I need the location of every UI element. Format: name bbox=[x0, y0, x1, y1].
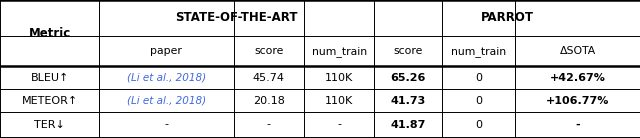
Text: 41.73: 41.73 bbox=[390, 96, 426, 106]
Text: -: - bbox=[267, 120, 271, 130]
Text: STATE-OF-THE-ART: STATE-OF-THE-ART bbox=[175, 11, 298, 24]
Text: -: - bbox=[164, 120, 168, 130]
Text: +42.67%: +42.67% bbox=[550, 73, 605, 83]
Text: BLEU↑: BLEU↑ bbox=[31, 73, 68, 83]
Text: 20.18: 20.18 bbox=[253, 96, 285, 106]
Text: (Li et al., 2018): (Li et al., 2018) bbox=[127, 96, 206, 106]
Text: num_train: num_train bbox=[451, 46, 506, 57]
Text: score: score bbox=[394, 46, 422, 56]
Text: -: - bbox=[337, 120, 341, 130]
Text: 0: 0 bbox=[475, 73, 482, 83]
Text: 110K: 110K bbox=[325, 73, 353, 83]
Text: score: score bbox=[254, 46, 284, 56]
Text: num_train: num_train bbox=[312, 46, 367, 57]
Text: 110K: 110K bbox=[325, 96, 353, 106]
Text: -: - bbox=[575, 120, 580, 130]
Text: +106.77%: +106.77% bbox=[546, 96, 609, 106]
Text: PARROT: PARROT bbox=[481, 11, 534, 24]
Text: 45.74: 45.74 bbox=[253, 73, 285, 83]
Text: Metric: Metric bbox=[28, 27, 71, 40]
Text: TER↓: TER↓ bbox=[34, 120, 65, 130]
Text: 65.26: 65.26 bbox=[390, 73, 426, 83]
Text: ΔSOTA: ΔSOTA bbox=[559, 46, 596, 56]
Text: 0: 0 bbox=[475, 96, 482, 106]
Text: METEOR↑: METEOR↑ bbox=[22, 96, 77, 106]
Text: paper: paper bbox=[150, 46, 182, 56]
Text: (Li et al., 2018): (Li et al., 2018) bbox=[127, 73, 206, 83]
Text: 0: 0 bbox=[475, 120, 482, 130]
Text: 41.87: 41.87 bbox=[390, 120, 426, 130]
